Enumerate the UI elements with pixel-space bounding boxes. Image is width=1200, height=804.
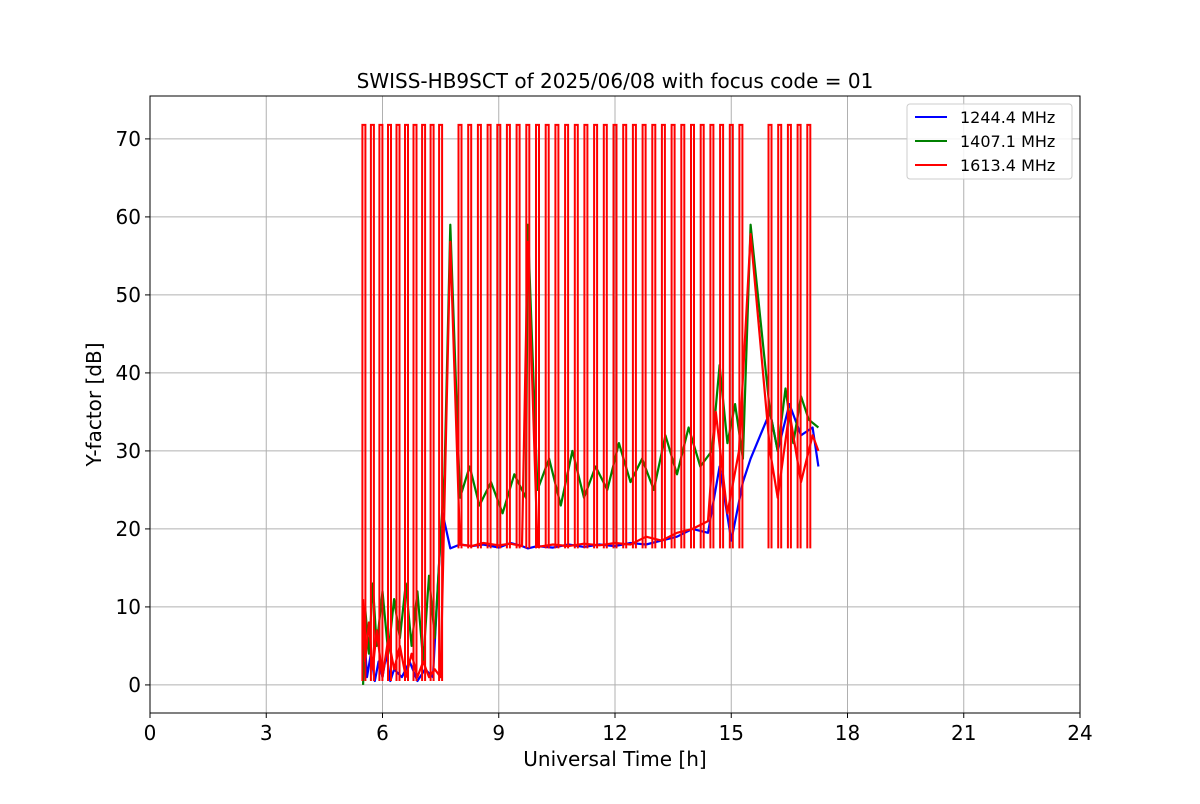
series-layer: [361, 123, 820, 685]
y-tick-label: 70: [116, 127, 141, 151]
pulse-spike: [457, 123, 463, 549]
pulse-spike: [651, 123, 657, 549]
pulse-spike: [631, 123, 637, 549]
x-tick-label: 12: [602, 721, 627, 745]
pulse-spike: [670, 123, 676, 549]
pulse-spike: [544, 123, 550, 549]
legend: 1244.4 MHz 1407.1 MHz 1613.4 MHz: [906, 103, 1073, 180]
pulse-spike: [525, 123, 531, 549]
y-tick-label: 10: [116, 595, 141, 619]
x-tick-label: 21: [951, 721, 976, 745]
pulse-spike: [496, 123, 502, 549]
y-tick-label: 20: [116, 517, 141, 541]
pulse-spike: [583, 123, 589, 549]
pulse-spike: [387, 123, 392, 681]
pulse-spike: [535, 123, 540, 549]
pulse-spike: [728, 123, 734, 549]
legend-label: 1244.4 MHz: [960, 108, 1055, 127]
pulse-spike: [690, 123, 695, 549]
pulse-spike: [738, 123, 744, 549]
pulse-spike: [369, 123, 375, 681]
pulse-spike: [476, 123, 482, 549]
pulse-spike: [680, 123, 686, 549]
pulse-spike: [378, 123, 384, 681]
pulse-spike: [612, 123, 618, 549]
pulse-spike: [622, 123, 628, 549]
pulse-spike: [395, 123, 401, 681]
y-tick-label: 50: [116, 283, 141, 307]
x-tick-label: 15: [719, 721, 744, 745]
x-tick-label: 9: [492, 721, 505, 745]
pulse-spike: [786, 123, 792, 549]
legend-label: 1613.4 MHz: [960, 156, 1055, 175]
pulse-spike: [421, 123, 427, 681]
pulse-spike: [404, 123, 409, 681]
pulse-spike: [709, 123, 715, 549]
pulse-spike: [412, 123, 418, 681]
pulse-spike: [438, 123, 444, 681]
pulse-spike: [515, 123, 521, 549]
pulse-spike: [796, 123, 802, 549]
pulse-spike: [486, 123, 492, 549]
tick-layer: 0 3 6 9 12 15 18 21 24 0 10 20 30 40 50 60 70: [116, 127, 1093, 745]
pulse-spike: [554, 123, 560, 549]
legend-box: [906, 103, 1073, 180]
legend-label: 1407.1 MHz: [960, 132, 1055, 151]
pulse-spike: [361, 123, 367, 681]
pulse-spike: [602, 123, 608, 549]
y-axis-label: Y-factor [dB]: [82, 342, 106, 467]
pulse-spike: [505, 123, 511, 549]
pulse-spike: [573, 123, 579, 549]
y-tick-label: 0: [128, 673, 141, 697]
pulse-spike: [660, 123, 666, 549]
pulse-spike: [641, 123, 647, 549]
pulse-spike: [467, 123, 473, 549]
x-axis-label: Universal Time [h]: [523, 747, 706, 771]
y-tick-label: 30: [116, 439, 141, 463]
x-tick-label: 24: [1067, 721, 1092, 745]
pulse-spike: [699, 123, 705, 549]
pulse-spike: [564, 123, 570, 549]
x-tick-label: 0: [144, 721, 157, 745]
x-tick-label: 6: [376, 721, 389, 745]
x-tick-label: 3: [260, 721, 273, 745]
pulse-spike: [806, 123, 812, 549]
pulse-spike: [719, 123, 725, 549]
pulse-spike: [593, 123, 599, 549]
chart-title: SWISS-HB9SCT of 2025/06/08 with focus co…: [357, 69, 874, 93]
x-tick-label: 18: [835, 721, 860, 745]
pulse-spike: [429, 123, 435, 681]
pulse-spike: [777, 123, 783, 549]
y-tick-label: 60: [116, 205, 141, 229]
y-tick-label: 40: [116, 361, 141, 385]
pulse-spike: [767, 123, 773, 549]
